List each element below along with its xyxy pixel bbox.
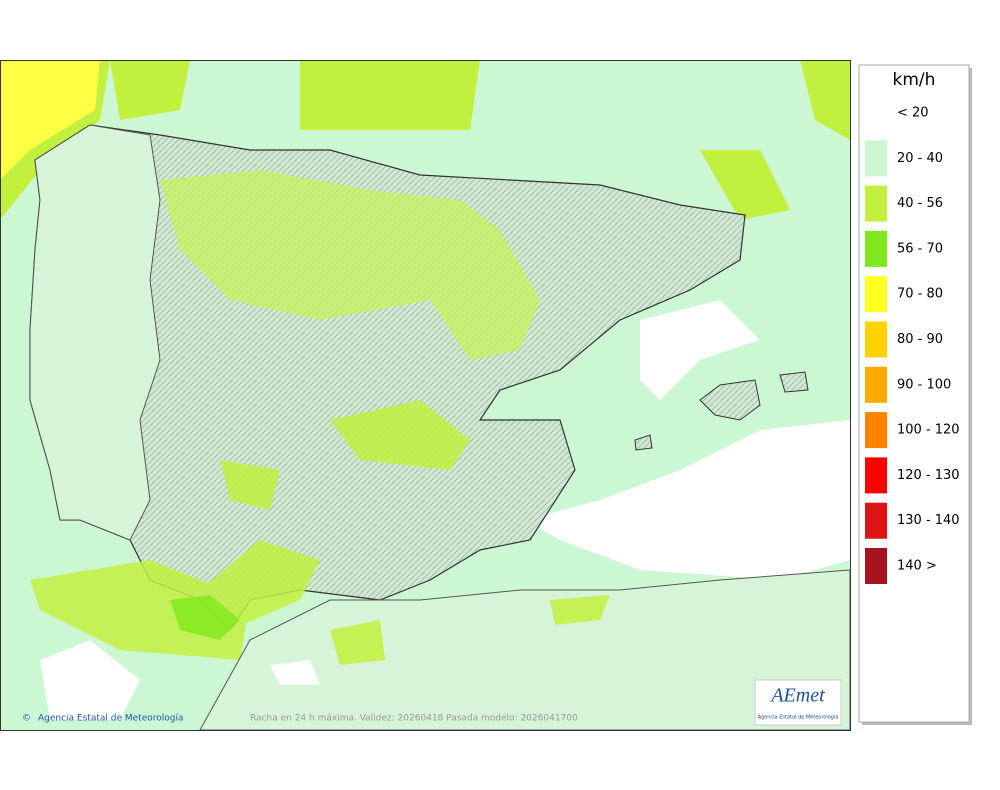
- map-frame: [0, 60, 851, 731]
- legend-swatch: [865, 140, 887, 177]
- legend-label: 130 - 140: [897, 513, 960, 528]
- legend-label: 90 - 100: [897, 377, 951, 392]
- legend-swatch: [865, 95, 887, 131]
- wind-area: [110, 60, 850, 220]
- legend-label: < 20: [897, 106, 929, 121]
- legend-swatch: [865, 457, 887, 494]
- legend-title: km/h: [893, 70, 936, 90]
- legend-swatch: [865, 548, 887, 584]
- balearic-islands: [634, 371, 809, 451]
- copyright-symbol: ©: [22, 714, 31, 724]
- legend-swatch: [865, 366, 887, 403]
- legend-label: 80 - 90: [897, 332, 943, 347]
- wind-area: [330, 595, 610, 665]
- legend-swatch: [865, 321, 887, 358]
- wind-area: [170, 595, 240, 640]
- wind-area: [30, 400, 470, 660]
- calm-area: [640, 300, 760, 400]
- legend-label: 70 - 80: [897, 287, 943, 302]
- calm-area: [525, 420, 850, 580]
- caption: Racha en 24 h máxima. Validez: 20260418 …: [250, 714, 578, 724]
- legend-swatch: [865, 276, 887, 313]
- north-africa: [199, 569, 850, 730]
- legend-label: 56 - 70: [897, 241, 943, 256]
- logo-box: [754, 679, 842, 726]
- legend-label: 20 - 40: [897, 151, 943, 166]
- calm-area: [40, 640, 320, 720]
- legend-swatch: [865, 412, 887, 449]
- copyright: Agencia Estatal de Meteorología: [38, 714, 184, 724]
- legend-label: 120 - 130: [897, 468, 960, 483]
- legend-label: 140 >: [897, 559, 937, 574]
- wind-area: [160, 170, 540, 360]
- logo: AEmet: [769, 685, 825, 707]
- wind-area: [0, 60, 100, 180]
- portugal: [29, 124, 161, 541]
- map: [0, 60, 850, 730]
- legend-swatch: [865, 185, 887, 222]
- legend-swatch: [865, 502, 887, 539]
- legend-label: 100 - 120: [897, 423, 960, 438]
- legend-items: < 20 20 - 40 40 - 56 56 - 70 70 - 80 80 - 90 9…: [865, 95, 960, 584]
- legend-label: 40 - 56: [897, 196, 943, 211]
- logo-subtitle: Agencia Estatal de Meteorología: [758, 714, 839, 721]
- legend-swatch: [865, 230, 887, 267]
